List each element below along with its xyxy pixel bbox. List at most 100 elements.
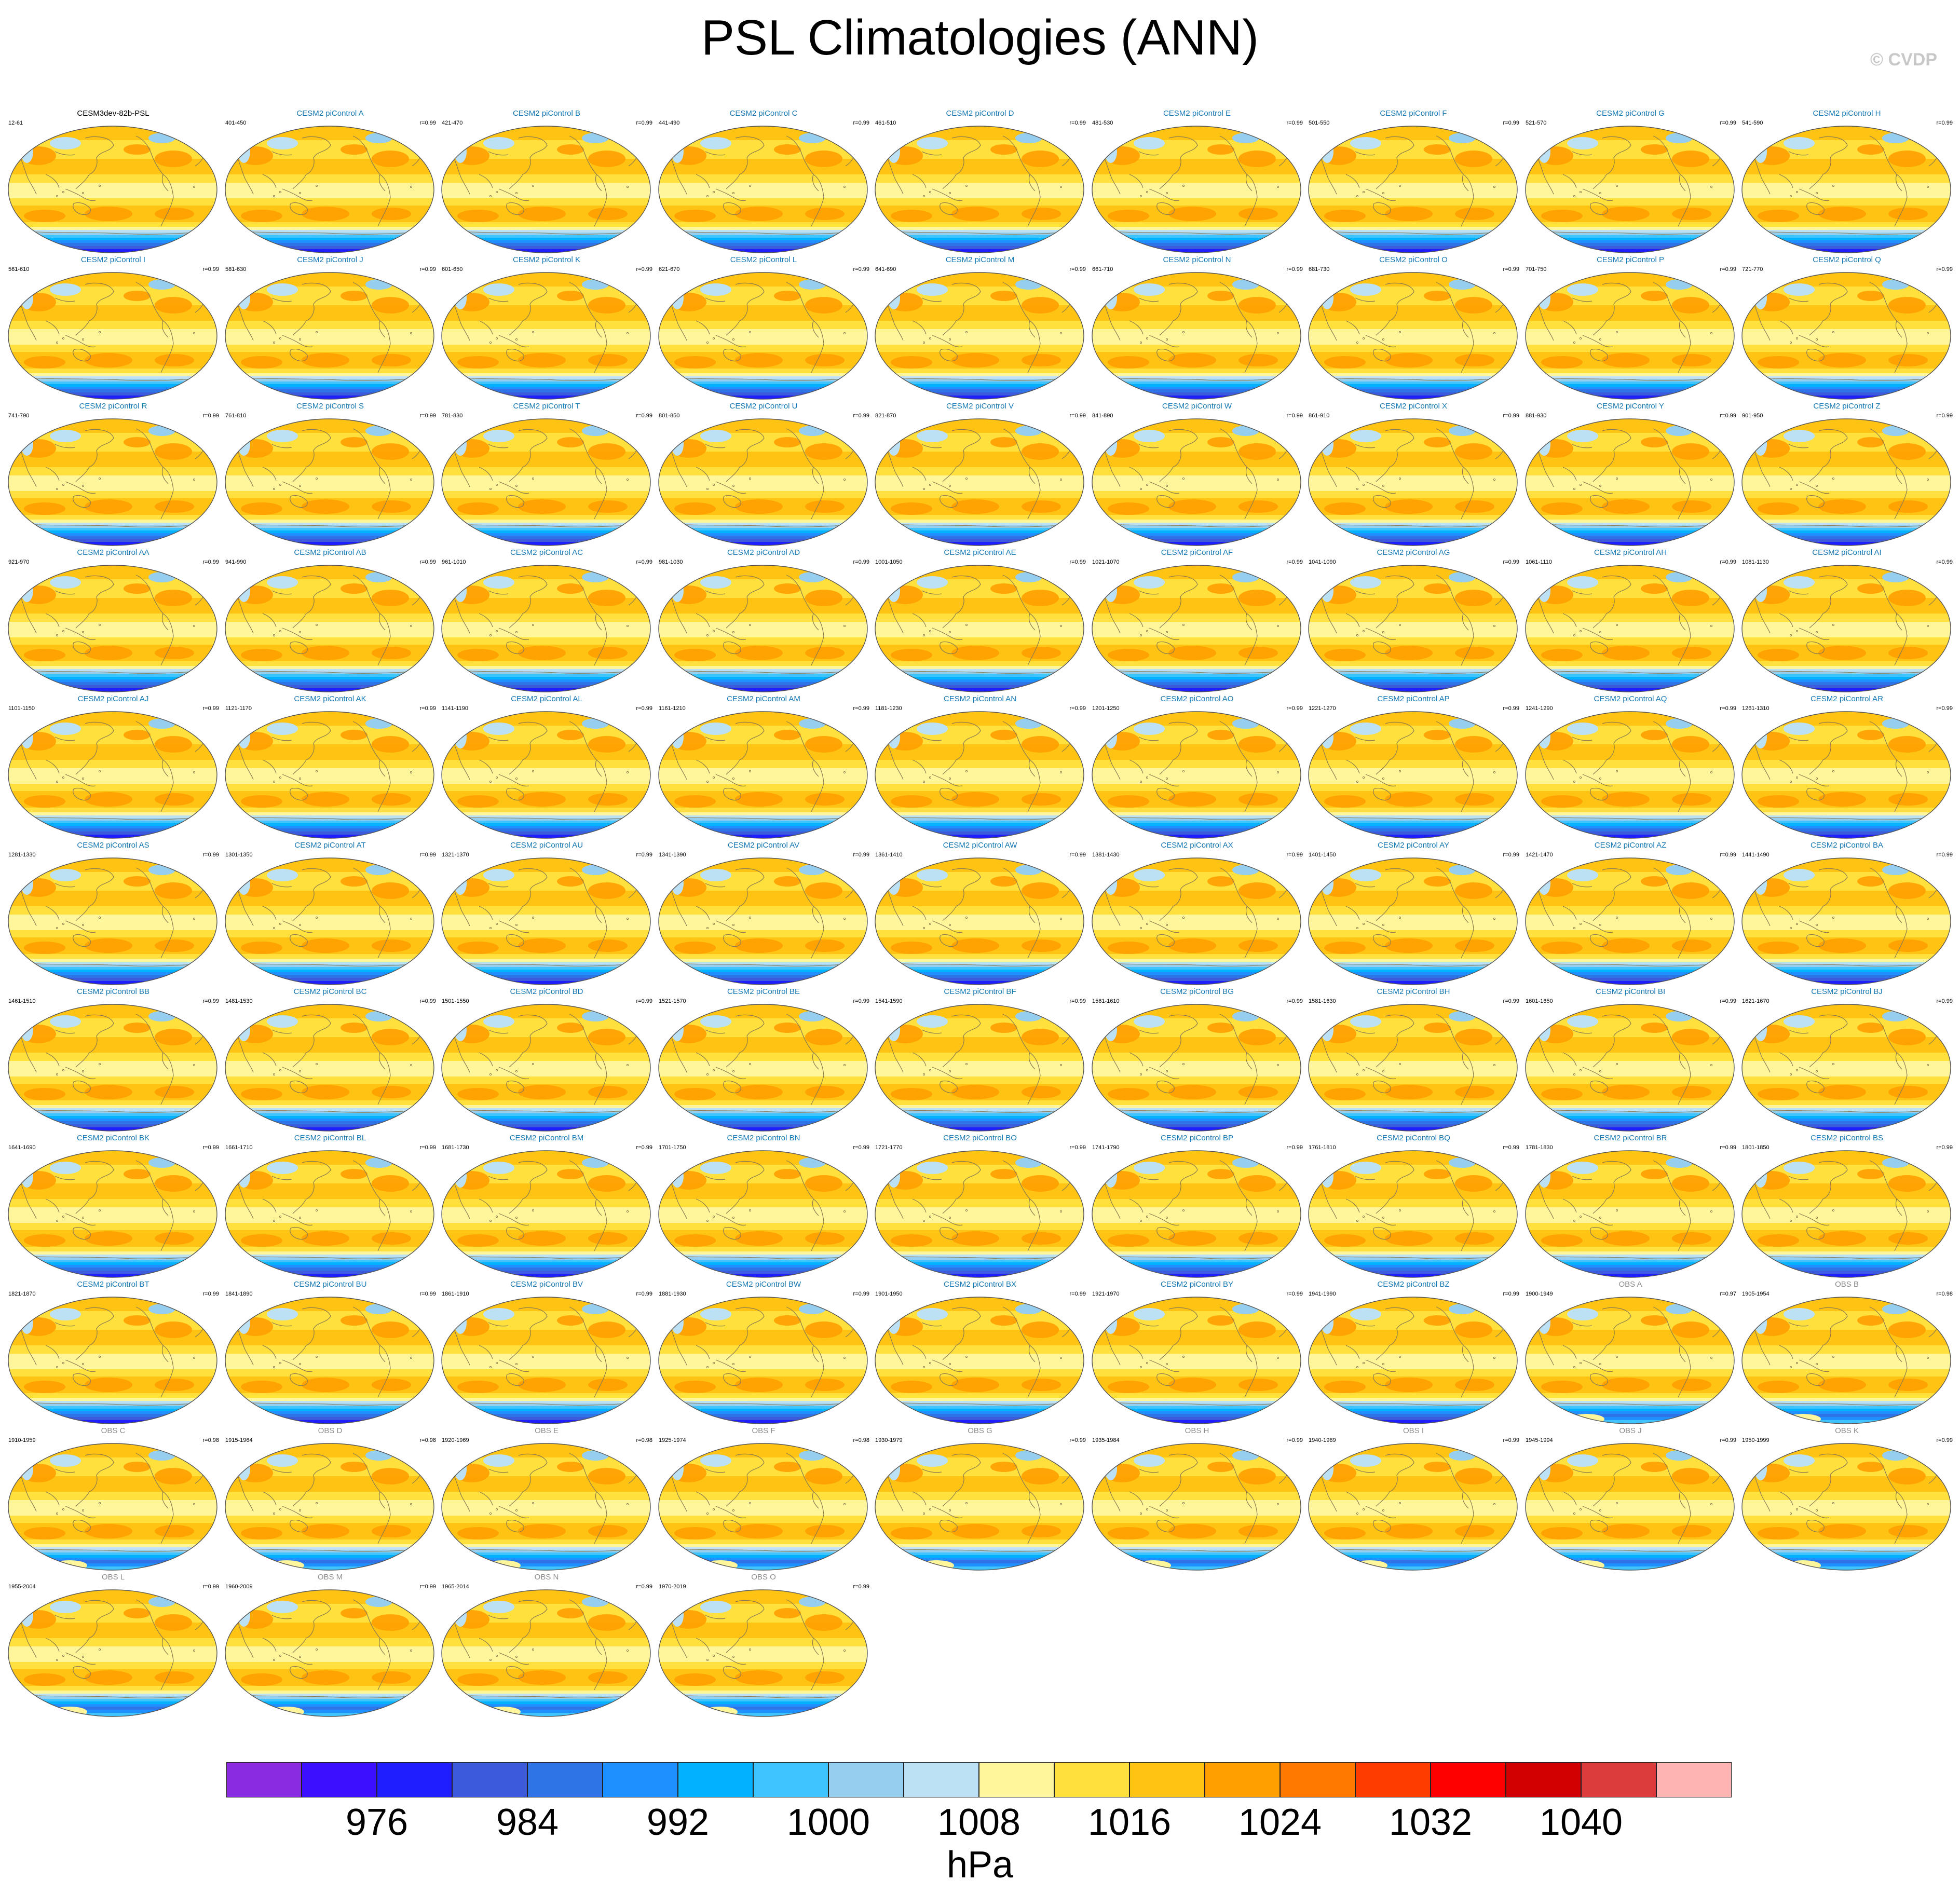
pattern-correlation: r=0.99 bbox=[1069, 852, 1086, 858]
pattern-correlation: r=0.99 bbox=[419, 266, 437, 272]
panel-title: CESM2 piControl BE bbox=[727, 987, 800, 996]
psl-map bbox=[1308, 126, 1518, 253]
psl-map bbox=[1525, 565, 1735, 692]
map-panel: OBS F 1925-1974 r=0.98 bbox=[658, 1426, 869, 1573]
panel-years: 1701-1750 bbox=[659, 1144, 686, 1151]
psl-map bbox=[1308, 1150, 1518, 1278]
map-panel: CESM2 piControl AP 1221-1270 r=0.99 bbox=[1308, 694, 1519, 841]
pattern-correlation: r=0.99 bbox=[202, 1584, 220, 1590]
panel-title: OBS G bbox=[968, 1426, 992, 1435]
panel-years: 1941-1990 bbox=[1309, 1291, 1336, 1297]
panel-title: CESM2 piControl L bbox=[730, 255, 797, 264]
psl-map bbox=[658, 418, 868, 546]
pattern-correlation: r=0.99 bbox=[636, 120, 653, 126]
pattern-correlation: r=0.99 bbox=[1936, 998, 1953, 1004]
pattern-correlation: r=0.99 bbox=[1069, 120, 1086, 126]
psl-map bbox=[441, 1443, 651, 1571]
pattern-correlation: r=0.99 bbox=[202, 1291, 220, 1297]
psl-map bbox=[441, 418, 651, 546]
panel-years: 1661-1710 bbox=[225, 1144, 253, 1151]
pattern-correlation: r=0.99 bbox=[1286, 1291, 1303, 1297]
panel-title: CESM2 piControl AB bbox=[294, 548, 366, 557]
panel-years: 521-570 bbox=[1526, 120, 1547, 126]
psl-map bbox=[875, 1443, 1084, 1571]
panel-years: 881-930 bbox=[1526, 413, 1547, 419]
panel-title: CESM2 piControl AR bbox=[1810, 694, 1884, 703]
panel-years: 561-610 bbox=[8, 266, 30, 272]
pattern-correlation: r=0.99 bbox=[1936, 1437, 1953, 1443]
map-panel: OBS N 1965-2014 r=0.99 bbox=[441, 1573, 652, 1719]
pattern-correlation: r=0.99 bbox=[1069, 998, 1086, 1004]
panel-years: 1970-2019 bbox=[659, 1584, 686, 1590]
pattern-correlation: r=0.99 bbox=[1286, 1144, 1303, 1151]
map-panel: CESM2 piControl AZ 1421-1470 r=0.99 bbox=[1525, 841, 1736, 987]
panel-title: OBS L bbox=[101, 1573, 125, 1582]
panel-years: 1261-1310 bbox=[1742, 705, 1770, 712]
panel-years: 1881-1930 bbox=[659, 1291, 686, 1297]
psl-map bbox=[658, 857, 868, 985]
panel-years: 1930-1979 bbox=[875, 1437, 903, 1443]
map-panel: CESM2 piControl S 761-810 r=0.99 bbox=[224, 402, 436, 548]
panel-title: CESM2 piControl BL bbox=[294, 1134, 366, 1142]
map-panel: OBS O 1970-2019 r=0.99 bbox=[658, 1573, 869, 1719]
panel-years: 1541-1590 bbox=[875, 998, 903, 1004]
psl-map bbox=[8, 1589, 217, 1717]
panel-years: 1841-1890 bbox=[225, 1291, 253, 1297]
panel-years: 941-990 bbox=[225, 559, 247, 565]
pattern-correlation: r=0.99 bbox=[1936, 413, 1953, 419]
psl-map bbox=[1308, 272, 1518, 400]
psl-map bbox=[1308, 418, 1518, 546]
pattern-correlation: r=0.99 bbox=[1503, 1291, 1520, 1297]
psl-map bbox=[875, 126, 1084, 253]
pattern-correlation: r=0.99 bbox=[1720, 1144, 1737, 1151]
psl-map bbox=[1741, 857, 1951, 985]
psl-map bbox=[225, 1589, 434, 1717]
psl-map bbox=[225, 857, 434, 985]
psl-map bbox=[1308, 711, 1518, 839]
psl-map bbox=[441, 1004, 651, 1132]
map-panel: CESM2 piControl M 641-690 r=0.99 bbox=[874, 255, 1086, 402]
psl-map bbox=[225, 1443, 434, 1571]
psl-map bbox=[1525, 126, 1735, 253]
psl-map bbox=[225, 126, 434, 253]
psl-map bbox=[1308, 1297, 1518, 1424]
psl-map bbox=[8, 565, 217, 692]
panel-title: CESM2 piControl AY bbox=[1377, 841, 1450, 850]
map-panel: OBS I 1940-1989 r=0.99 bbox=[1308, 1426, 1519, 1573]
map-panel: CESM2 piControl AF 1021-1070 r=0.99 bbox=[1091, 548, 1303, 694]
panel-title: CESM2 piControl BD bbox=[510, 987, 583, 996]
colorbar-tick-label: 1000 bbox=[786, 1802, 870, 1843]
panel-title: CESM2 piControl C bbox=[729, 109, 798, 118]
colorbar-swatch bbox=[753, 1762, 828, 1797]
map-panel: OBS B 1905-1954 r=0.98 bbox=[1741, 1280, 1953, 1426]
map-panel: OBS D 1915-1964 r=0.98 bbox=[224, 1426, 436, 1573]
panel-years: 701-750 bbox=[1526, 266, 1547, 272]
panel-years: 661-710 bbox=[1092, 266, 1113, 272]
map-panel: CESM2 piControl V 821-870 r=0.99 bbox=[874, 402, 1086, 548]
psl-map bbox=[875, 1004, 1084, 1132]
panel-years: 1601-1650 bbox=[1526, 998, 1553, 1004]
panel-title: OBS B bbox=[1835, 1280, 1859, 1289]
panel-years: 1361-1410 bbox=[875, 852, 903, 858]
panel-title: OBS K bbox=[1835, 1426, 1859, 1435]
map-panel: CESM2 piControl BI 1601-1650 r=0.99 bbox=[1525, 987, 1736, 1134]
map-panel: CESM2 piControl N 661-710 r=0.99 bbox=[1091, 255, 1303, 402]
map-panel: CESM2 piControl BR 1781-1830 r=0.99 bbox=[1525, 1134, 1736, 1280]
pattern-correlation: r=0.99 bbox=[419, 998, 437, 1004]
colorbar-tick-label: 984 bbox=[496, 1802, 559, 1843]
psl-map bbox=[225, 1297, 434, 1424]
pattern-correlation: r=0.99 bbox=[1286, 998, 1303, 1004]
panel-years: 1900-1949 bbox=[1526, 1291, 1553, 1297]
psl-map bbox=[225, 711, 434, 839]
panel-years: 1935-1984 bbox=[1092, 1437, 1120, 1443]
map-panel: CESM2 piControl BW 1881-1930 r=0.99 bbox=[658, 1280, 869, 1426]
psl-map bbox=[441, 1150, 651, 1278]
psl-map bbox=[1092, 1150, 1301, 1278]
map-panel: CESM2 piControl AE 1001-1050 r=0.99 bbox=[874, 548, 1086, 694]
map-panel: CESM2 piControl BQ 1761-1810 r=0.99 bbox=[1308, 1134, 1519, 1280]
map-panel: CESM2 piControl AR 1261-1310 r=0.99 bbox=[1741, 694, 1953, 841]
colorbar-tick-label: 1024 bbox=[1238, 1802, 1322, 1843]
psl-map bbox=[8, 1297, 217, 1424]
panel-title: CESM2 piControl U bbox=[729, 402, 798, 411]
panel-title: CESM2 piControl BI bbox=[1595, 987, 1666, 996]
